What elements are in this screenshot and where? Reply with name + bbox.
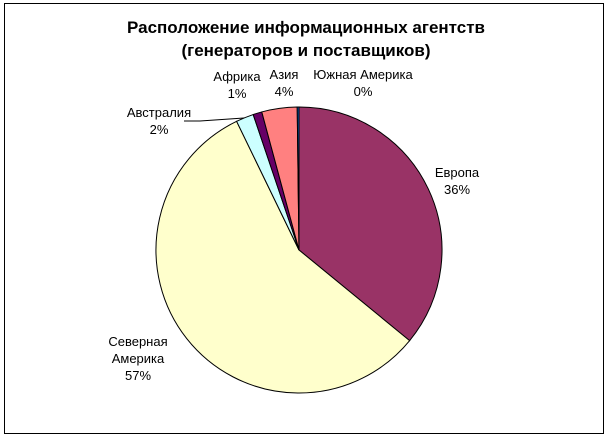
slice-label-australia-name: Австралия	[127, 105, 191, 120]
slice-label-europe-value: 36%	[444, 182, 470, 197]
slice-label-south-america-name: Южная Америка	[313, 67, 413, 82]
leader-line-australia	[184, 117, 245, 122]
chart-title-line-2: (генераторов и поставщиков)	[181, 41, 431, 60]
slice-label-south-america-value: 0%	[354, 84, 373, 99]
slice-label-north-america-value: 57%	[125, 368, 151, 383]
pie-slice-europe	[298, 106, 443, 342]
slice-label-europe-name: Европа	[435, 165, 480, 180]
pie-slice-north-america	[155, 120, 411, 394]
slice-label-africa-name: Африка	[213, 69, 261, 84]
chart-title: Расположение информационных агентств (ге…	[0, 16, 612, 62]
pie-slice-south-america	[296, 106, 300, 251]
slice-label-asia-name: Азия	[270, 67, 299, 82]
slice-label-australia-value: 2%	[150, 122, 169, 137]
slice-label-asia-value: 4%	[275, 84, 294, 99]
slice-label-north-america-name-1: Северная	[108, 334, 167, 349]
slice-label-north-america-name-2: Америка	[112, 351, 165, 366]
slice-label-africa-value: 1%	[228, 86, 247, 101]
chart-title-line-1: Расположение информационных агентств	[127, 18, 485, 37]
